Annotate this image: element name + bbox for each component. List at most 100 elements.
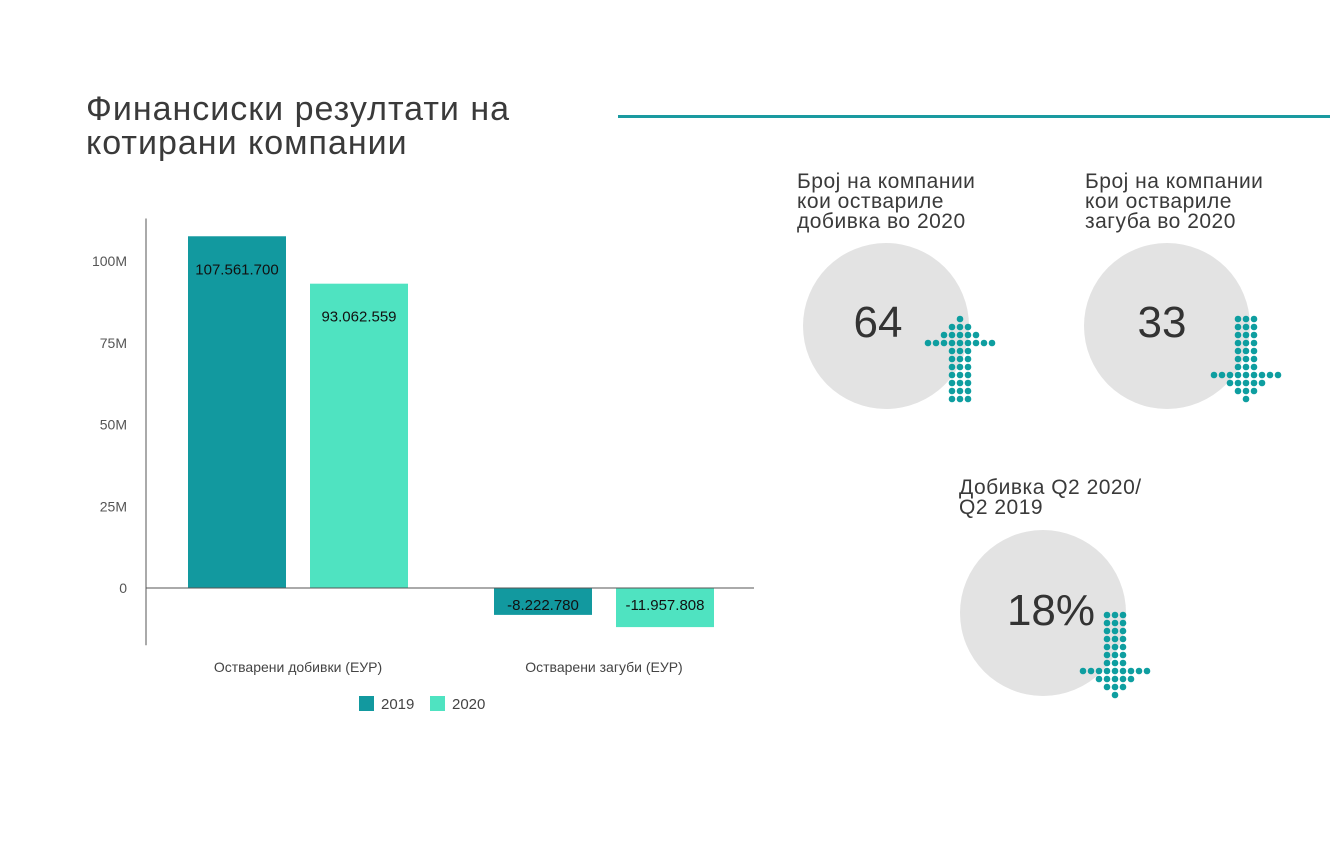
arrow-dot bbox=[1127, 675, 1135, 683]
arrow-dot bbox=[1242, 395, 1250, 403]
title-divider bbox=[618, 115, 1330, 118]
arrow-dot bbox=[1111, 691, 1119, 699]
arrow-dot bbox=[1111, 635, 1119, 643]
arrow-dot bbox=[956, 387, 964, 395]
arrow-dot bbox=[948, 363, 956, 371]
arrow-dot bbox=[972, 339, 980, 347]
arrow-dot bbox=[1234, 371, 1242, 379]
arrow-dot bbox=[1234, 323, 1242, 331]
arrow-dot bbox=[1242, 315, 1250, 323]
stat-label-profit-companies: Број на компании кои оствариле добивка в… bbox=[797, 170, 976, 233]
arrow-dot bbox=[1234, 315, 1242, 323]
arrow-dot bbox=[1226, 371, 1234, 379]
arrow-dot bbox=[1135, 667, 1143, 675]
arrow-dot bbox=[1250, 363, 1258, 371]
arrow-dot bbox=[1103, 643, 1111, 651]
arrow-dot bbox=[1250, 347, 1258, 355]
arrow-dot bbox=[956, 339, 964, 347]
arrow-dot bbox=[1111, 659, 1119, 667]
arrow-dot bbox=[1119, 659, 1127, 667]
arrow-dot bbox=[964, 387, 972, 395]
bar-2019 bbox=[188, 236, 286, 588]
data-label: 107.561.700 bbox=[195, 261, 278, 278]
arrow-dot bbox=[964, 355, 972, 363]
stat-value-profit-companies: 64 bbox=[853, 298, 903, 347]
arrow-dot bbox=[1111, 683, 1119, 691]
arrow-up-icon bbox=[924, 315, 996, 403]
arrow-dot bbox=[972, 331, 980, 339]
stat-circle-profit-companies bbox=[803, 243, 969, 409]
arrow-dot bbox=[948, 379, 956, 387]
legend-label: 2020 bbox=[452, 696, 485, 713]
arrow-dot bbox=[1095, 675, 1103, 683]
arrow-down-icon bbox=[1210, 315, 1282, 403]
arrow-dot bbox=[1103, 683, 1111, 691]
arrow-dot bbox=[964, 395, 972, 403]
arrow-dot bbox=[1234, 339, 1242, 347]
arrow-dot bbox=[1250, 371, 1258, 379]
stat-value-profit-change: 18% bbox=[1006, 586, 1096, 635]
arrow-dot bbox=[956, 323, 964, 331]
arrow-dot bbox=[1242, 355, 1250, 363]
y-tick-label: 100M bbox=[92, 253, 127, 269]
arrow-dot bbox=[964, 331, 972, 339]
arrow-dot bbox=[948, 395, 956, 403]
arrow-dot bbox=[1242, 371, 1250, 379]
arrow-dot bbox=[948, 387, 956, 395]
arrow-dot bbox=[1119, 675, 1127, 683]
arrow-dot bbox=[1250, 355, 1258, 363]
arrow-dot bbox=[1250, 387, 1258, 395]
arrow-dot bbox=[932, 339, 940, 347]
arrow-dot bbox=[1111, 627, 1119, 635]
arrow-dot bbox=[1087, 667, 1095, 675]
arrow-dot bbox=[940, 339, 948, 347]
arrow-dot bbox=[1143, 667, 1151, 675]
arrow-dot bbox=[1119, 627, 1127, 635]
arrow-dot bbox=[1234, 379, 1242, 387]
arrow-dot bbox=[964, 363, 972, 371]
arrow-dot bbox=[1250, 339, 1258, 347]
page-title: Финансиски резултати на котирани компани… bbox=[86, 90, 511, 162]
arrow-dot bbox=[1234, 387, 1242, 395]
arrow-dot bbox=[948, 331, 956, 339]
data-label: -8.222.780 bbox=[507, 597, 579, 614]
arrow-dot bbox=[1111, 667, 1119, 675]
arrow-dot bbox=[1103, 667, 1111, 675]
bar-2019 bbox=[494, 588, 592, 615]
arrow-dot bbox=[1103, 619, 1111, 627]
arrow-dot bbox=[1119, 635, 1127, 643]
y-tick-label: 50M bbox=[100, 417, 127, 433]
arrow-dot bbox=[948, 355, 956, 363]
arrow-dot bbox=[1266, 371, 1274, 379]
arrow-dot bbox=[1111, 611, 1119, 619]
arrow-dot bbox=[1242, 387, 1250, 395]
arrow-dot bbox=[964, 371, 972, 379]
arrow-dot bbox=[956, 315, 964, 323]
arrow-dot bbox=[964, 323, 972, 331]
arrow-dot bbox=[956, 355, 964, 363]
arrow-dot bbox=[1127, 667, 1135, 675]
arrow-dot bbox=[1119, 619, 1127, 627]
arrow-dot bbox=[1095, 667, 1103, 675]
y-tick-label: 25M bbox=[100, 498, 127, 514]
arrow-dot bbox=[1111, 651, 1119, 659]
arrow-dot bbox=[1250, 315, 1258, 323]
arrow-dot bbox=[1103, 651, 1111, 659]
arrow-down-icon bbox=[1079, 611, 1151, 699]
arrow-dot bbox=[1119, 651, 1127, 659]
data-label: 93.062.559 bbox=[321, 309, 396, 326]
arrow-dot bbox=[948, 371, 956, 379]
bar-2020 bbox=[616, 588, 714, 628]
x-category-label: Остварени добивки (ЕУР) bbox=[214, 659, 382, 675]
arrow-dot bbox=[1234, 347, 1242, 355]
arrow-dot bbox=[956, 347, 964, 355]
arrow-dot bbox=[1242, 323, 1250, 331]
arrow-dot bbox=[1242, 331, 1250, 339]
arrow-dot bbox=[956, 331, 964, 339]
arrow-dot bbox=[1242, 347, 1250, 355]
legend-swatch-2019 bbox=[359, 696, 374, 711]
arrow-dot bbox=[1234, 355, 1242, 363]
arrow-dot bbox=[1274, 371, 1282, 379]
y-tick-label: 0 bbox=[119, 580, 127, 596]
arrow-dot bbox=[1250, 323, 1258, 331]
